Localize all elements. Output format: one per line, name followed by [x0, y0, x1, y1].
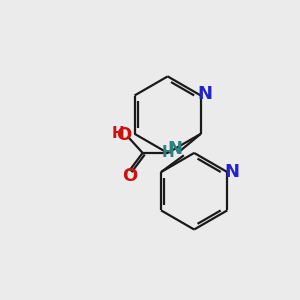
Text: H: H	[162, 145, 175, 160]
Text: N: N	[167, 140, 182, 158]
Text: N: N	[197, 85, 212, 103]
Text: H: H	[111, 126, 124, 141]
Text: N: N	[225, 163, 240, 181]
Text: O: O	[122, 167, 137, 185]
Text: O: O	[116, 126, 132, 144]
